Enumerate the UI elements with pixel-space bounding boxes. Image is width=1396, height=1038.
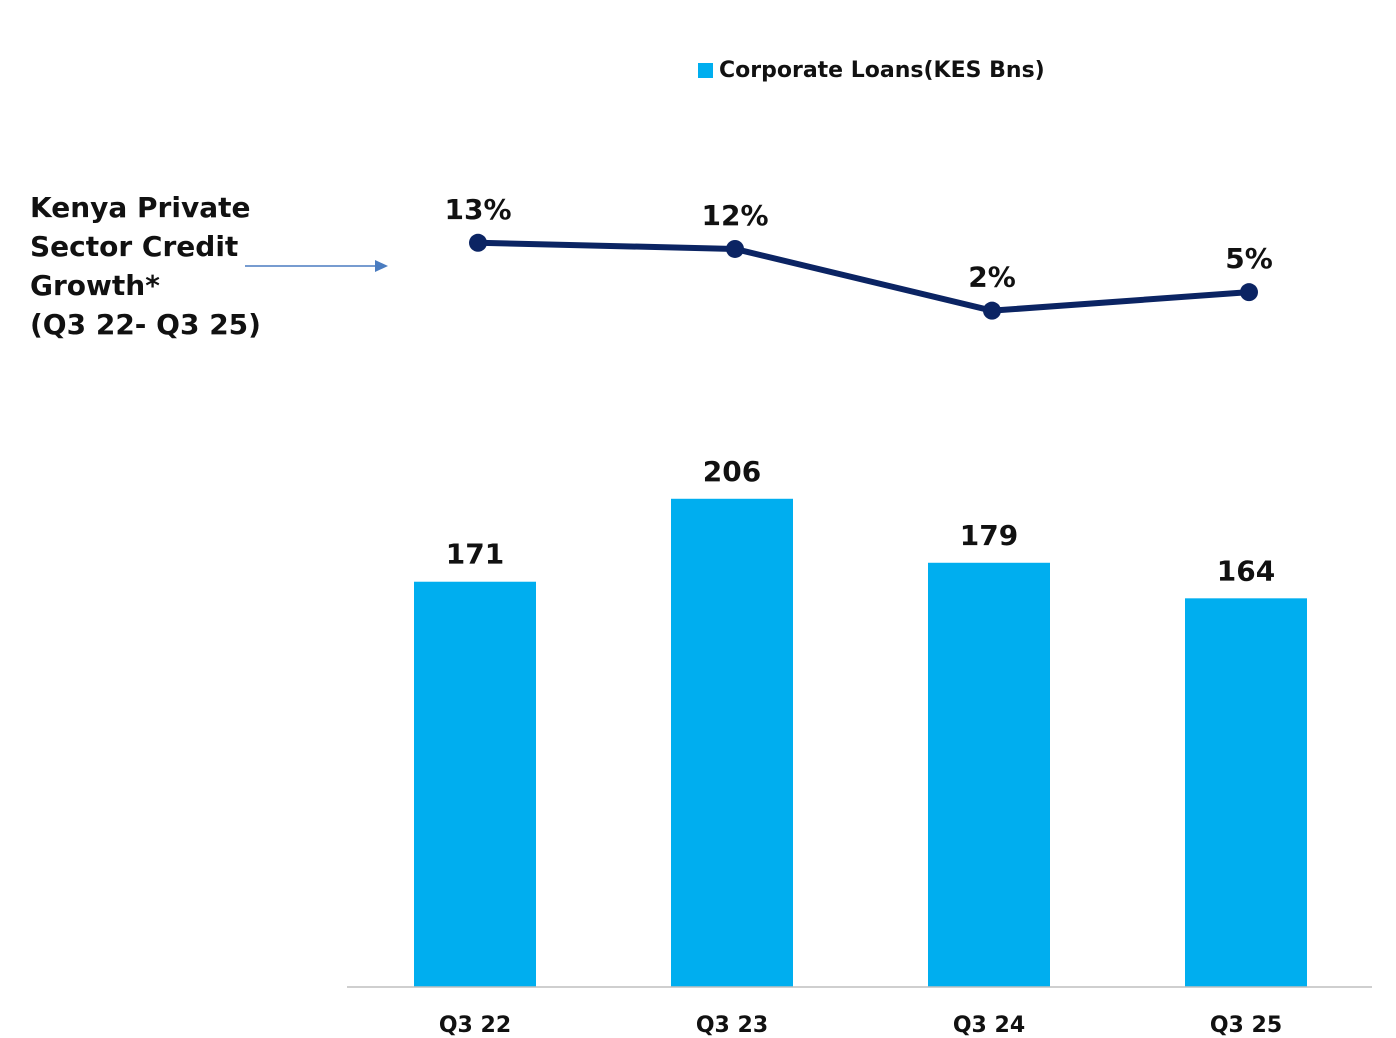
legend-label: Corporate Loans(KES Bns) bbox=[719, 58, 1045, 83]
credit-growth-point bbox=[469, 233, 487, 252]
credit-growth-value-label: 5% bbox=[1225, 242, 1273, 275]
bar-value-label: 171 bbox=[446, 538, 504, 571]
credit-growth-point bbox=[983, 301, 1001, 320]
legend: Corporate Loans(KES Bns) bbox=[698, 58, 1045, 83]
bars-layer: 171 206 179 164 bbox=[414, 455, 1307, 987]
credit-growth-line bbox=[477, 239, 1250, 314]
pointer-arrow-head bbox=[375, 260, 388, 272]
bar-q3-22 bbox=[414, 581, 536, 987]
credit-growth-point bbox=[1240, 283, 1258, 302]
bar-value-label: 179 bbox=[960, 519, 1018, 552]
legend-swatch bbox=[698, 63, 713, 78]
x-tick-label: Q3 23 bbox=[696, 1013, 768, 1038]
bar-value-label: 206 bbox=[703, 455, 761, 488]
x-tick-label: Q3 24 bbox=[953, 1013, 1025, 1038]
credit-growth-label-line: Kenya Private bbox=[30, 191, 251, 224]
credit-growth-label-line: Growth* bbox=[30, 269, 160, 302]
x-tick-label: Q3 22 bbox=[439, 1013, 511, 1038]
line-layer: 13% 12% 2% 5% bbox=[444, 193, 1273, 320]
credit-growth-label: Kenya Private Sector Credit Growth* (Q3 … bbox=[30, 188, 261, 344]
bar-q3-24 bbox=[928, 562, 1050, 987]
x-tick-label: Q3 25 bbox=[1210, 1013, 1282, 1038]
bar-q3-25 bbox=[1185, 598, 1307, 987]
credit-growth-value-label: 12% bbox=[701, 199, 768, 232]
bar-value-label: 164 bbox=[1217, 554, 1275, 587]
credit-growth-value-label: 2% bbox=[968, 261, 1016, 294]
credit-growth-label-line: (Q3 22- Q3 25) bbox=[30, 308, 261, 341]
credit-growth-label-line: Sector Credit bbox=[30, 230, 239, 263]
credit-growth-value-label: 13% bbox=[444, 193, 511, 226]
credit-growth-point bbox=[726, 239, 744, 258]
x-axis-labels: Q3 22 Q3 23 Q3 24 Q3 25 bbox=[439, 1013, 1282, 1038]
bar-q3-23 bbox=[671, 498, 793, 987]
